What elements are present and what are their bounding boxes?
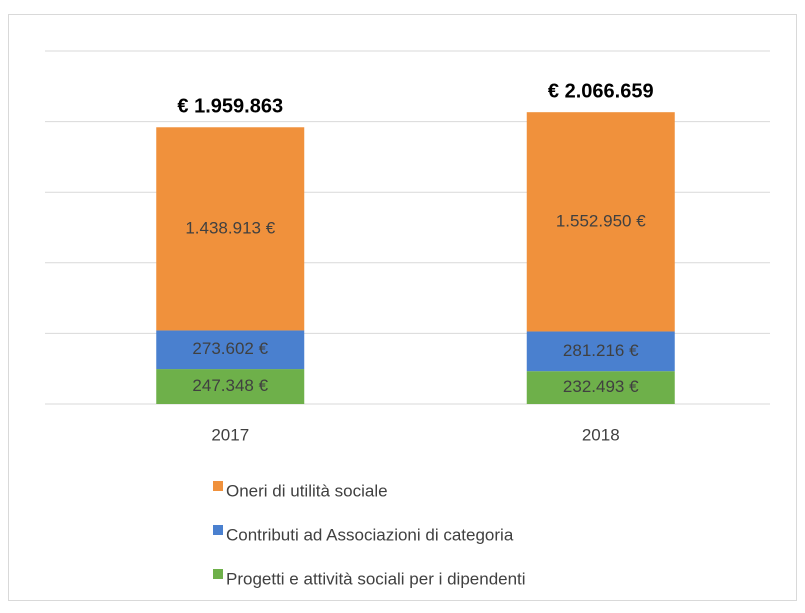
data-label: 281.216 €: [563, 341, 639, 360]
legend-swatch: [213, 525, 223, 535]
bar-segment: [526, 331, 675, 372]
data-label: 1.438.913 €: [185, 218, 275, 237]
data-label: 232.493 €: [563, 377, 639, 396]
bar-segment: [526, 112, 675, 332]
legend-swatch: [213, 569, 223, 579]
total-label: € 2.066.659: [548, 80, 654, 102]
legend-label: Contributi ad Associazioni di categoria: [226, 525, 514, 544]
legend-label: Oneri di utilità sociale: [226, 481, 388, 500]
data-label: 273.602 €: [192, 339, 268, 358]
legend-label: Progetti e attività sociali per i dipend…: [226, 569, 526, 588]
bar-segment: [156, 127, 305, 331]
x-tick-label: 2018: [582, 425, 620, 444]
bar-segment: [526, 371, 675, 404]
legend-swatch: [213, 481, 223, 491]
total-label: € 1.959.863: [177, 96, 283, 118]
data-label: 1.552.950 €: [556, 211, 646, 230]
chart-frame: [8, 14, 797, 601]
x-tick-label: 2017: [211, 425, 249, 444]
data-label: 247.348 €: [192, 376, 268, 395]
bar-segment: [156, 330, 305, 370]
bar-segment: [156, 369, 305, 404]
